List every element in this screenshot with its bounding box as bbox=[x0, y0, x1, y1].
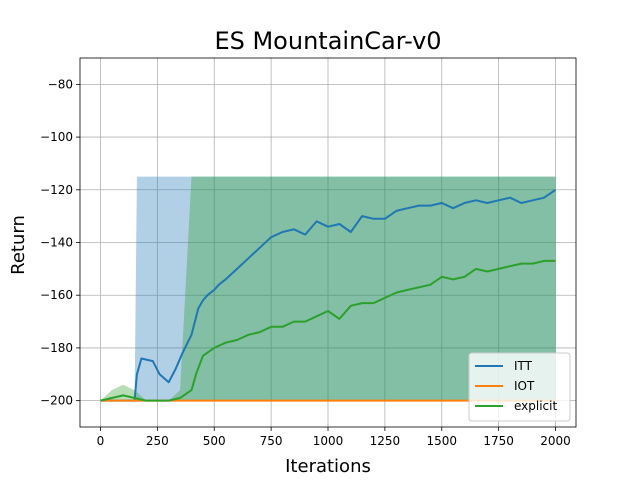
x-axis-label: Iterations bbox=[285, 456, 371, 477]
line-itt bbox=[100, 188, 557, 402]
x-tick-label: 250 bbox=[146, 434, 169, 448]
legend-label-iot: IOT bbox=[514, 379, 535, 393]
band-itt bbox=[100, 176, 556, 401]
legend: ITT IOT explicit bbox=[468, 352, 571, 422]
y-tick-label: −180 bbox=[40, 341, 73, 355]
y-tick-label: −160 bbox=[40, 288, 73, 302]
y-tick-label: −100 bbox=[40, 130, 73, 144]
y-axis-label: Return bbox=[8, 215, 29, 275]
x-tick-label: 0 bbox=[97, 434, 105, 448]
y-tick-label: −80 bbox=[48, 77, 73, 91]
x-tick-label: 1250 bbox=[370, 434, 401, 448]
x-tick-label: 750 bbox=[260, 434, 283, 448]
legend-label-explicit: explicit bbox=[514, 399, 557, 413]
grid-lines bbox=[80, 58, 576, 427]
chart-title: ES MountainCar-v0 bbox=[214, 27, 441, 55]
band-explicit bbox=[100, 176, 556, 401]
x-axis-ticks: 0 250 500 750 1000 1250 1500 1750 2000 bbox=[97, 427, 571, 448]
x-tick-label: 2000 bbox=[540, 434, 571, 448]
line-explicit bbox=[100, 259, 556, 402]
y-tick-label: −200 bbox=[40, 394, 73, 408]
x-tick-label: 500 bbox=[203, 434, 226, 448]
y-tick-label: −120 bbox=[40, 183, 73, 197]
x-tick-label: 1500 bbox=[426, 434, 457, 448]
x-tick-label: 1000 bbox=[313, 434, 344, 448]
y-axis-ticks: −200 −180 −160 −140 −120 −100 −80 bbox=[40, 77, 80, 408]
variance-bands bbox=[100, 176, 556, 401]
legend-label-itt: ITT bbox=[514, 359, 533, 373]
y-tick-label: −140 bbox=[40, 236, 73, 250]
x-tick-label: 1750 bbox=[483, 434, 514, 448]
legend-box bbox=[468, 352, 571, 422]
